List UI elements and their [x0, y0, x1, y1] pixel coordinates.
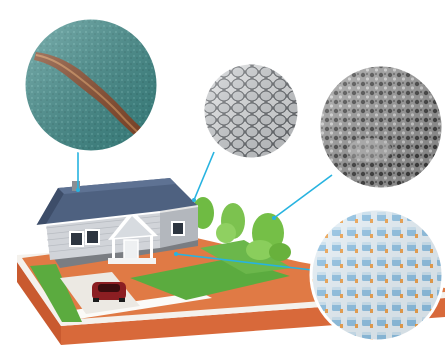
porch-post-left — [112, 238, 115, 262]
front-door — [123, 239, 139, 261]
car — [92, 282, 126, 302]
leader-dot-crack — [76, 188, 80, 192]
lawn-left — [30, 264, 82, 322]
crack-shine — [24, 18, 158, 152]
soil-left-side — [17, 262, 61, 345]
leader-dot-lattice — [174, 252, 178, 256]
leader-dots — [76, 188, 276, 256]
granular-texture-icon — [201, 61, 301, 161]
tree-3c — [269, 243, 291, 261]
leader-pebbles — [193, 151, 215, 201]
roof-fascia-side — [159, 205, 199, 213]
pebble-shine — [203, 63, 299, 159]
porch-post-right — [150, 236, 153, 260]
porous-shine — [319, 65, 443, 189]
car-windshield — [98, 284, 120, 292]
porch-steps — [108, 258, 156, 264]
leader-lattice — [175, 253, 313, 271]
crack-circle-border — [22, 16, 160, 154]
window-side — [171, 221, 185, 236]
porous-circle-border — [317, 63, 445, 191]
car-wheel-right — [119, 298, 125, 302]
cracked-concrete-icon — [22, 16, 160, 154]
pebble-circle-border — [201, 61, 301, 161]
lattice-circle-border — [309, 207, 445, 343]
car-wheel-left — [93, 298, 99, 302]
window-left — [69, 231, 84, 247]
tree-2b — [216, 223, 236, 243]
chimney — [72, 181, 80, 191]
leader-porous — [273, 174, 333, 219]
trees — [192, 197, 291, 261]
roof-fascia — [35, 211, 161, 227]
roof-ridge — [58, 178, 176, 194]
crystal-lattice-icon — [309, 207, 445, 343]
porch-gable-inner — [114, 216, 152, 238]
porous-texture-icon — [317, 63, 445, 191]
tree-3b — [246, 240, 274, 260]
leader-dot-porous — [272, 216, 276, 220]
leader-dot-pebbles — [192, 198, 196, 202]
leader-lines — [77, 151, 333, 271]
lattice-shine — [311, 209, 443, 341]
window-left-2 — [85, 229, 100, 245]
roof-left-hip — [36, 188, 66, 226]
